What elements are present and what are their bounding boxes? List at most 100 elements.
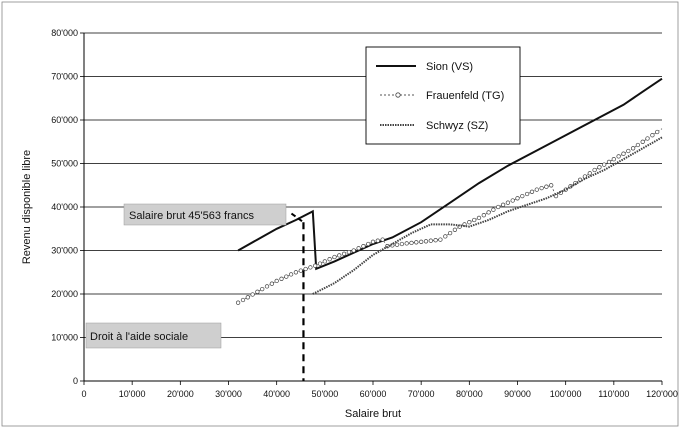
axes xyxy=(80,32,663,385)
point-frauenfeld xyxy=(313,263,318,268)
point-frauenfeld xyxy=(423,239,429,244)
point-frauenfeld xyxy=(298,268,303,273)
point-frauenfeld xyxy=(592,167,597,173)
x-tick-label: 30'000 xyxy=(215,389,242,399)
point-frauenfeld xyxy=(645,136,650,141)
legend-box xyxy=(365,46,521,145)
x-tick-label: 70'000 xyxy=(408,389,435,399)
x-tick-label: 0 xyxy=(81,389,86,399)
point-frauenfeld xyxy=(549,183,554,188)
point-frauenfeld xyxy=(597,165,602,170)
point-frauenfeld xyxy=(279,276,284,281)
point-frauenfeld xyxy=(447,230,453,236)
point-frauenfeld xyxy=(534,187,539,192)
point-frauenfeld xyxy=(293,270,299,275)
point-frauenfeld xyxy=(375,238,380,243)
point-frauenfeld xyxy=(332,254,337,260)
legend-label-schwyz: Schwyz (SZ) xyxy=(426,120,488,132)
point-frauenfeld xyxy=(346,249,352,255)
point-frauenfeld xyxy=(443,234,448,239)
point-frauenfeld xyxy=(351,248,356,253)
point-frauenfeld xyxy=(515,196,520,201)
point-frauenfeld xyxy=(322,259,327,264)
point-frauenfeld xyxy=(626,148,631,154)
annotation-box-threshold xyxy=(123,203,287,226)
point-frauenfeld xyxy=(611,157,616,162)
point-frauenfeld xyxy=(404,241,409,246)
point-frauenfeld xyxy=(274,278,279,284)
point-frauenfeld xyxy=(303,266,308,272)
point-frauenfeld xyxy=(640,139,645,144)
point-frauenfeld xyxy=(587,171,592,176)
series-lines xyxy=(235,77,663,305)
point-frauenfeld xyxy=(288,272,294,277)
point-frauenfeld xyxy=(510,198,515,203)
point-frauenfeld xyxy=(433,238,438,243)
x-tick-label: 90'000 xyxy=(504,389,531,399)
point-frauenfeld xyxy=(399,241,405,247)
point-frauenfeld xyxy=(481,213,486,218)
point-frauenfeld xyxy=(370,239,376,244)
x-tick-label: 60'000 xyxy=(360,389,387,399)
point-frauenfeld xyxy=(529,189,535,194)
point-frauenfeld xyxy=(520,193,525,199)
y-tick-label: 0 xyxy=(73,376,78,386)
x-tick-label: 110'000 xyxy=(598,389,629,399)
x-axis-label: Salaire brut xyxy=(345,408,401,420)
point-frauenfeld xyxy=(606,159,612,165)
point-frauenfeld xyxy=(500,202,506,207)
point-frauenfeld xyxy=(539,185,544,191)
annotation-box-social-aid xyxy=(85,322,222,349)
threshold-connector xyxy=(290,212,305,224)
legend-label-sion: Sion (VS) xyxy=(426,61,473,73)
point-frauenfeld xyxy=(467,220,472,225)
point-frauenfeld xyxy=(419,239,424,244)
series-line-schwyz xyxy=(312,136,663,295)
x-tick-label: 50'000 xyxy=(311,389,338,399)
y-tick-label: 20'000 xyxy=(51,289,78,299)
point-frauenfeld xyxy=(650,133,655,138)
point-frauenfeld xyxy=(409,240,414,246)
point-frauenfeld xyxy=(235,300,241,305)
point-frauenfeld xyxy=(260,286,265,292)
point-frauenfeld xyxy=(250,292,255,297)
y-axis-label: Revenu disponible libre xyxy=(21,150,33,264)
y-tick-label: 10'000 xyxy=(51,333,78,343)
point-frauenfeld xyxy=(269,281,275,286)
point-frauenfeld xyxy=(496,204,501,210)
point-frauenfeld xyxy=(428,238,433,243)
point-frauenfeld xyxy=(380,237,385,242)
y-tick-label: 60'000 xyxy=(51,115,78,125)
x-tick-label: 10'000 xyxy=(119,389,146,399)
point-frauenfeld xyxy=(491,207,496,212)
point-frauenfeld xyxy=(635,142,641,148)
y-tick-label: 30'000 xyxy=(51,246,78,256)
point-frauenfeld xyxy=(438,237,443,242)
point-frauenfeld xyxy=(356,246,361,251)
point-frauenfeld xyxy=(361,244,366,249)
x-tick-label: 120'000 xyxy=(646,389,678,399)
point-frauenfeld xyxy=(486,210,491,215)
point-frauenfeld xyxy=(264,284,270,289)
x-tick-label: 40'000 xyxy=(263,389,290,399)
y-tick-label: 80'000 xyxy=(51,28,78,38)
legend: Sion (VS) Frauenfeld (TG) Schwyz (SZ) xyxy=(365,46,521,145)
point-frauenfeld xyxy=(327,257,332,262)
point-frauenfeld xyxy=(255,289,260,294)
y-tick-labels: 0 10'000 20'000 30'000 40'000 50'000 60'000 70'… xyxy=(51,28,78,386)
point-frauenfeld xyxy=(524,191,530,197)
x-tick-label: 80'000 xyxy=(456,389,483,399)
y-tick-label: 70'000 xyxy=(51,72,78,82)
point-frauenfeld xyxy=(284,274,289,279)
point-frauenfeld xyxy=(621,151,626,156)
x-tick-labels: 0 10'000 20'000 30'000 40'000 50'000 60'000 70'… xyxy=(81,389,677,399)
legend-marker-frauenfeld xyxy=(395,92,401,98)
annotation-social-aid: Droit à l'aide sociale xyxy=(90,331,188,343)
x-tick-label: 100'000 xyxy=(550,389,582,399)
point-frauenfeld xyxy=(602,162,607,167)
point-frauenfeld xyxy=(616,154,621,159)
x-tick-label: 20'000 xyxy=(167,389,194,399)
